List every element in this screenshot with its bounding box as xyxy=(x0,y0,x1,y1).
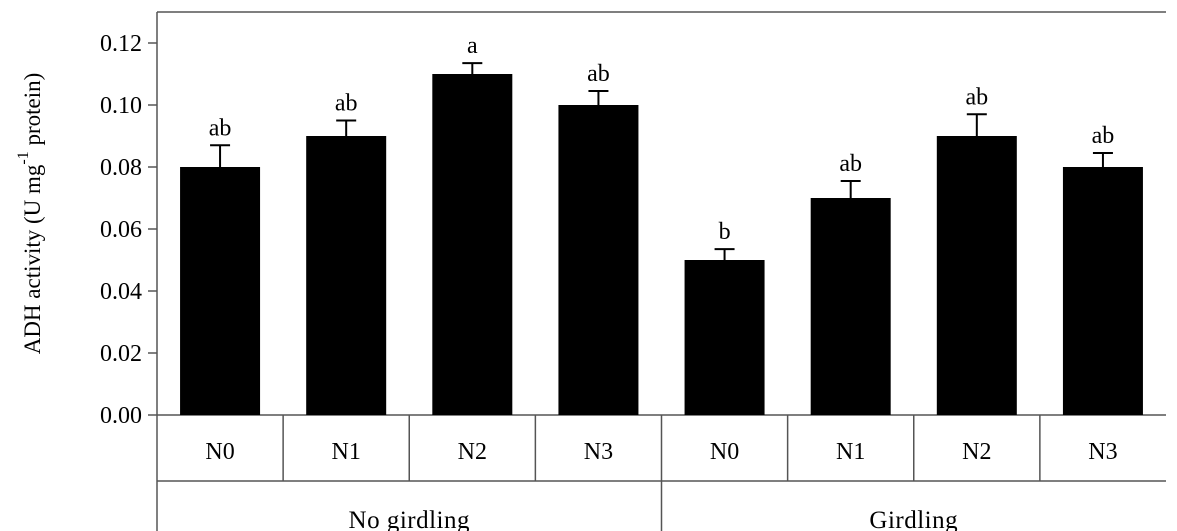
y-tick-label: 0.00 xyxy=(100,403,142,429)
bar xyxy=(1062,167,1143,415)
y-tick-label: 0.10 xyxy=(100,93,142,119)
y-tick-label: 0.02 xyxy=(100,341,142,367)
significance-label: ab xyxy=(335,91,358,117)
x-category-label: N0 xyxy=(205,439,234,465)
bar xyxy=(180,167,261,415)
significance-label: ab xyxy=(209,115,232,141)
bar xyxy=(936,136,1017,415)
x-category-label: N2 xyxy=(962,439,991,465)
y-axis: 0.00 0.02 0.04 0.06 0.08 0.10 0.12 xyxy=(100,31,157,429)
bars xyxy=(180,74,1143,415)
significance-label: ab xyxy=(587,61,610,87)
error-bars xyxy=(210,62,1113,260)
bar xyxy=(810,198,891,415)
x-group-label: Girdling xyxy=(869,507,958,531)
x-group-label: No girdling xyxy=(349,507,470,531)
y-tick-label: 0.12 xyxy=(100,31,142,57)
x-category-label: N1 xyxy=(836,439,865,465)
y-tick-label: 0.06 xyxy=(100,217,142,243)
x-category-label: N1 xyxy=(332,439,361,465)
y-axis-title: ADH activity (U mg-1 protein) xyxy=(15,73,45,355)
x-category-label: N2 xyxy=(458,439,487,465)
x-category-label: N0 xyxy=(710,439,739,465)
bar xyxy=(684,260,765,415)
bar xyxy=(306,136,387,415)
bar xyxy=(432,74,513,415)
x-axis: N0 N1 N2 N3 N0 N1 N2 N3 No girdling Girdling xyxy=(156,415,1166,531)
y-tick-label: 0.04 xyxy=(100,279,142,305)
bar xyxy=(558,105,639,415)
significance-label: ab xyxy=(965,84,988,110)
x-category-label: N3 xyxy=(584,439,613,465)
significance-labels: ab ab a ab b ab ab ab xyxy=(209,33,1115,245)
significance-label: b xyxy=(719,219,731,245)
significance-label: a xyxy=(467,33,478,59)
x-category-label: N3 xyxy=(1088,439,1117,465)
y-axis-label: ADH activity (U mg-1 protein) xyxy=(15,73,45,355)
significance-label: ab xyxy=(1092,123,1115,149)
y-tick-label: 0.08 xyxy=(100,155,142,181)
significance-label: ab xyxy=(839,151,862,177)
